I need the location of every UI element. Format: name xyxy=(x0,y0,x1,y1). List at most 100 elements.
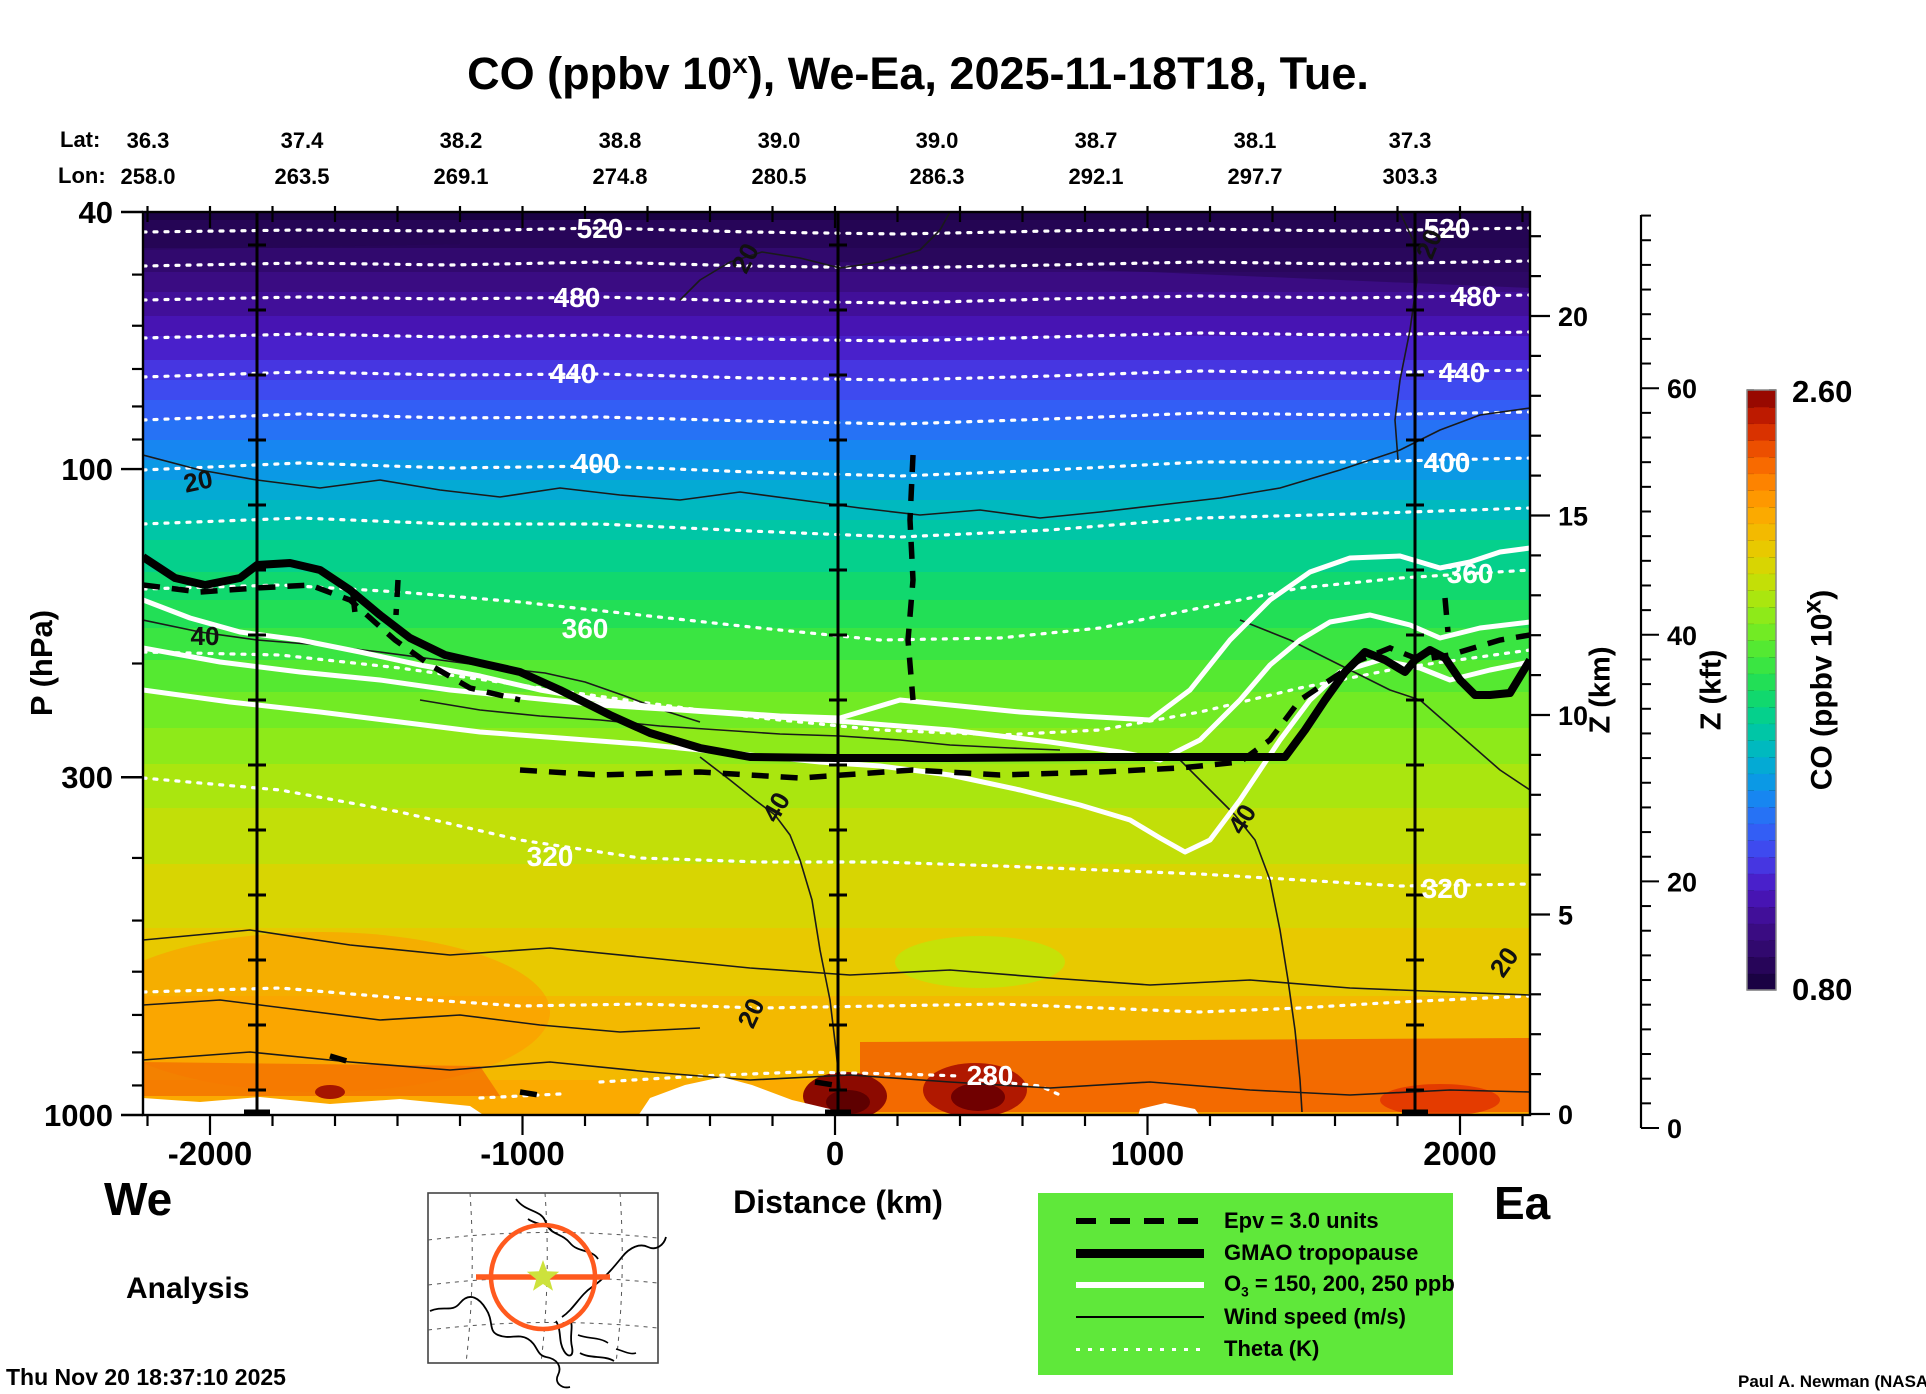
lat-value: 38.8 xyxy=(599,128,642,153)
colorbar-segment xyxy=(1747,406,1776,424)
y-tick-label: 100 xyxy=(61,452,113,487)
wind-line-sample xyxy=(1076,1316,1204,1318)
lon-value: 286.3 xyxy=(909,164,964,189)
epv-contour-line xyxy=(1442,597,1451,633)
theta-contour-label: 520 xyxy=(577,213,624,244)
theta-contour-line xyxy=(143,648,1530,737)
lat-row-label: Lat: xyxy=(60,127,101,152)
wind-contour-line xyxy=(679,212,951,301)
wind-contour-line xyxy=(143,1051,1530,1096)
lat-value: 38.1 xyxy=(1234,128,1277,153)
lon-value: 269.1 xyxy=(433,164,488,189)
epv-contour-line xyxy=(519,632,1530,781)
epv-contour-line xyxy=(393,579,401,616)
theta-contour-line xyxy=(598,1070,962,1084)
theta-contour-label: 400 xyxy=(1424,447,1471,478)
colorbar-segment xyxy=(1747,673,1776,691)
epv-contour-line xyxy=(905,454,916,701)
theta-contour-line xyxy=(143,456,1530,478)
zkft-tick-label: 40 xyxy=(1667,621,1697,651)
map-inset xyxy=(427,1192,667,1389)
legend-label-tropopause: GMAO tropopause xyxy=(1224,1240,1419,1265)
colorbar-segment xyxy=(1747,723,1776,741)
zkm-tick-label: 5 xyxy=(1558,901,1573,931)
colorbar-min-label: 0.80 xyxy=(1792,972,1853,1007)
colorbar-segment xyxy=(1747,740,1776,758)
wind-contour-label: 40 xyxy=(191,621,220,651)
colorbar-segment xyxy=(1747,540,1776,558)
colorbar-frame xyxy=(1746,389,1777,991)
zkm-tick-label: 15 xyxy=(1558,502,1588,532)
colorbar-segment xyxy=(1747,890,1776,908)
colorbar-segment xyxy=(1747,656,1776,674)
terrain-polygon xyxy=(1138,1103,1200,1115)
theta-contour-label: 360 xyxy=(1447,558,1494,589)
terrain-polygon xyxy=(143,1097,484,1115)
wind-contours xyxy=(143,212,1530,1113)
colorbar-segment xyxy=(1747,556,1776,574)
y-tick-label: 1000 xyxy=(44,1098,113,1133)
lon-value: 297.7 xyxy=(1227,164,1282,189)
legend-row-theta: Theta (K) xyxy=(1076,1333,1453,1365)
theta-contour-label: 480 xyxy=(554,282,601,313)
ozone-contour-line xyxy=(143,612,1530,763)
lat-value: 37.3 xyxy=(1389,128,1432,153)
lat-value: 39.0 xyxy=(916,128,959,153)
lat-value: 39.0 xyxy=(758,128,801,153)
x-tick-label: -2000 xyxy=(168,1135,252,1172)
legend-label-theta: Theta (K) xyxy=(1224,1336,1320,1361)
theta-contour-label: 320 xyxy=(1422,873,1469,904)
lon-value: 292.1 xyxy=(1068,164,1123,189)
legend-label-epv: Epv = 3.0 units xyxy=(1224,1208,1379,1233)
lon-value: 303.3 xyxy=(1382,164,1437,189)
west-endpoint-label: We xyxy=(104,1173,173,1225)
epv-line-sample xyxy=(1076,1218,1204,1224)
lat-value: 36.3 xyxy=(127,128,170,153)
colorbar-segment xyxy=(1747,956,1776,974)
ozone-contour-line xyxy=(143,657,1530,855)
latlon-header: 36.3 258.0 37.4 263.5 38.2 269.1 38.8 274.8 39.0… xyxy=(120,128,1437,189)
x-tick-label: -1000 xyxy=(480,1135,564,1172)
tropopause-line-sample xyxy=(1076,1248,1204,1258)
colorbar xyxy=(1746,389,1777,991)
colorbar-title-sup: x xyxy=(1798,599,1827,614)
zkm-axis-title: Z (km) xyxy=(1584,646,1617,734)
generation-timestamp: Thu Nov 20 18:37:10 2025 xyxy=(6,1364,286,1390)
terrain-mask xyxy=(143,1077,1200,1115)
theta-contour-line xyxy=(143,776,1530,888)
zkft-tick-label: 60 xyxy=(1667,374,1697,404)
wind-contour-line xyxy=(419,699,1061,751)
ozone-contour-line xyxy=(143,545,1530,723)
map-coastline-gulf xyxy=(429,1296,571,1389)
title-post: ), We-Ea, 2025-11-18T18, Tue. xyxy=(747,48,1369,99)
ozone-label-pre: O xyxy=(1224,1270,1242,1296)
map-coastline-caribbean xyxy=(577,1334,637,1355)
graticule-line xyxy=(465,1192,473,1364)
colorbar-title-pre: CO (ppbv 10 xyxy=(1805,613,1839,791)
legend-row-ozone: O3 = 150, 200, 250 ppb xyxy=(1076,1269,1455,1301)
author-credit: Paul A. Newman (NASA xyxy=(1738,1372,1926,1391)
x-tick-label: 1000 xyxy=(1111,1135,1184,1172)
lon-value: 274.8 xyxy=(592,164,647,189)
graticule-line xyxy=(427,1321,659,1331)
colorbar-segment xyxy=(1747,923,1776,941)
y-tick-label: 40 xyxy=(79,195,113,230)
legend-label-wind: Wind speed (m/s) xyxy=(1224,1304,1406,1329)
zkft-axis-title: Z (kft) xyxy=(1695,649,1728,731)
lon-row-label: Lon: xyxy=(58,163,106,188)
map-coastline-florida xyxy=(555,1318,615,1362)
graticule-line xyxy=(540,1192,548,1364)
colorbar-segment xyxy=(1747,423,1776,441)
theta-contour-label: 400 xyxy=(573,448,620,479)
colorbar-segment xyxy=(1747,473,1776,491)
colorbar-segment xyxy=(1747,690,1776,708)
colorbar-segment xyxy=(1747,856,1776,874)
theta-contour-line xyxy=(143,226,1530,236)
colorbar-title-post: ) xyxy=(1805,589,1839,600)
ozone-contours xyxy=(143,545,1530,855)
x-tick-label: 2000 xyxy=(1423,1135,1496,1172)
ozone-label-sub: 3 xyxy=(1241,1284,1249,1300)
waypoint-lines xyxy=(244,212,1428,1115)
colorbar-title: CO (ppbv 10x) xyxy=(1799,590,1840,791)
